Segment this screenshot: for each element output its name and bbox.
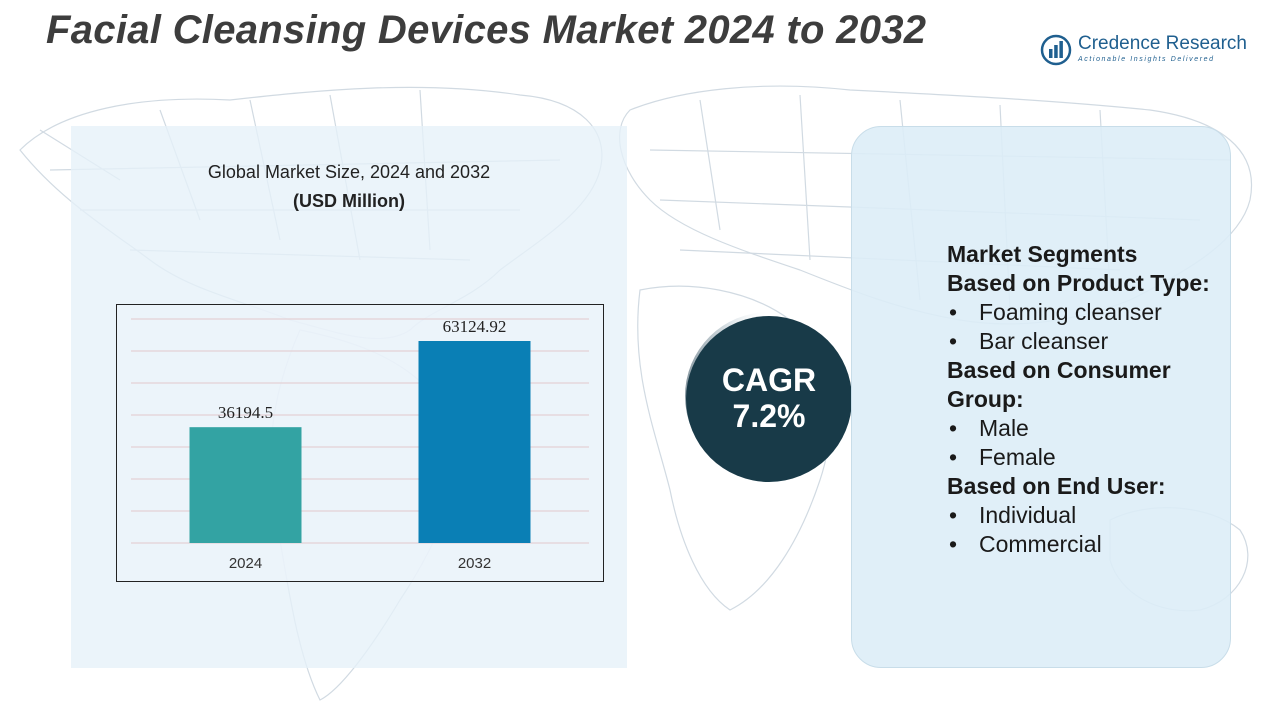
bullet-icon: • [949,502,958,528]
segments-heading: Market Segments [947,241,1138,267]
segment-item-label: Male [979,415,1029,441]
chart-title: Global Market Size, 2024 and 2032 [207,162,491,182]
logo-name: Credence Research [1078,33,1247,54]
chart-title-block: Global Market Size, 2024 and 2032 (USD M… [71,162,627,212]
segment-group-title: Based on Product Type: [947,270,1210,296]
logo-tagline: Actionable Insights Delivered [1078,56,1215,63]
bullet-icon: • [949,299,958,325]
segment-item: • Male [947,414,1247,443]
segments-list: Market Segments Based on Product Type: •… [947,240,1247,559]
cagr-label: CAGR [721,362,817,398]
segment-item-label: Individual [979,502,1077,528]
segment-item: • Foaming cleanser [947,298,1247,327]
segment-item-label: Female [979,444,1056,470]
bar-chart: 36194.5 2024 63124.92 2032 [131,317,589,572]
bullet-icon: • [949,531,958,557]
bar [418,341,531,543]
segment-item: • Commercial [947,530,1247,559]
x-tick-label: 2024 [229,555,262,572]
segment-group-title: Based on End User: [947,473,1166,499]
chart-frame: 36194.5 2024 63124.92 2032 [116,304,604,582]
bullet-icon: • [949,415,958,441]
bullet-icon: • [949,328,958,354]
x-tick-label: 2032 [458,555,491,572]
bar-value-label: 63124.92 [443,317,507,336]
segment-item: • Bar cleanser [947,327,1247,356]
page-title: Facial Cleansing Devices Market 2024 to … [46,8,927,52]
chart-panel: Global Market Size, 2024 and 2032 (USD M… [71,126,627,668]
logo-icon [1040,34,1072,66]
segment-group-title: Based on Consumer Group: [947,357,1171,412]
bullet-icon: • [949,444,958,470]
segment-item: • Individual [947,501,1247,530]
bar-value-label: 36194.5 [218,403,273,422]
segment-item-label: Foaming cleanser [979,299,1162,325]
segment-item-label: Commercial [979,531,1102,557]
segment-item: • Female [947,443,1247,472]
bar [189,427,302,543]
segment-item-label: Bar cleanser [979,328,1109,354]
segments-panel [851,126,1231,668]
brand-logo: Credence Research Actionable Insights De… [1040,32,1260,68]
chart-subtitle: (USD Million) [293,191,405,211]
cagr-badge: CAGR 7.2% [686,316,852,482]
cagr-value: 7.2% [732,398,806,434]
